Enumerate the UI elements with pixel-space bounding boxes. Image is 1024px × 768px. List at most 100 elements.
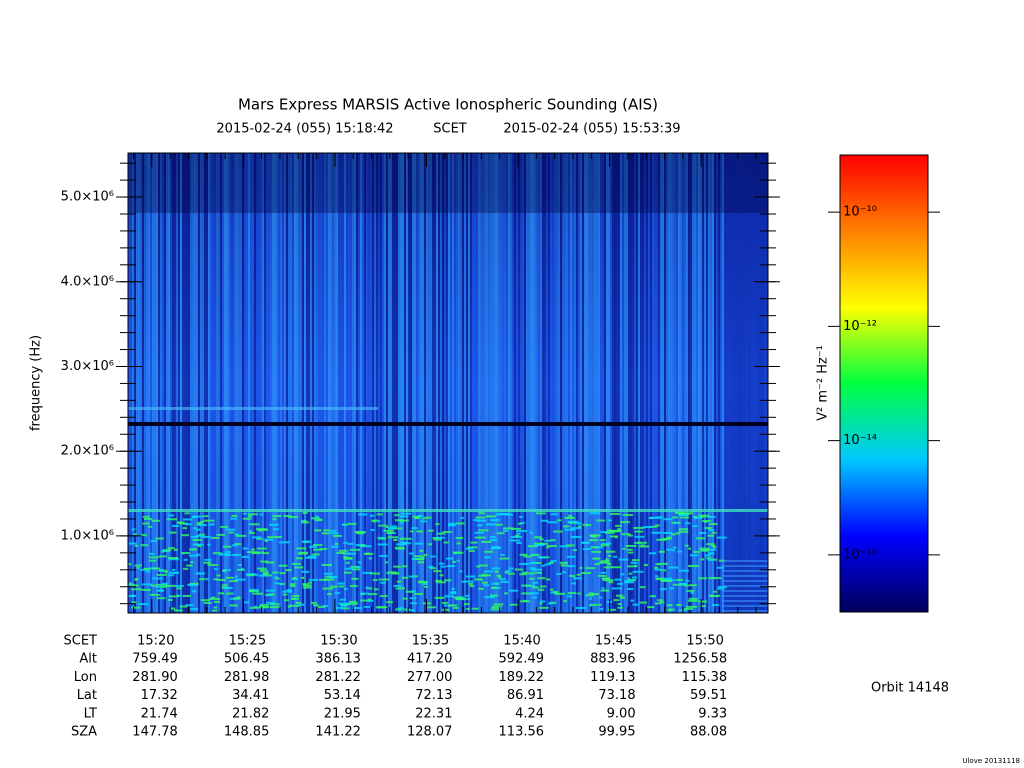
spectrogram-texture	[260, 560, 269, 563]
spectrogram-texture	[612, 555, 618, 558]
ephemeris-value: 21.95	[324, 706, 361, 721]
spectrogram-texture	[634, 530, 644, 533]
spectrogram-texture	[439, 574, 444, 577]
spectrogram-texture	[365, 586, 369, 589]
spectrogram-texture	[232, 153, 234, 613]
spectrogram-texture	[693, 517, 703, 520]
spectrogram-texture	[497, 576, 502, 579]
spectrogram-texture	[386, 601, 393, 604]
spectrogram-texture	[496, 153, 498, 613]
spectrogram-texture	[690, 153, 692, 613]
spectrogram-texture	[435, 536, 445, 539]
spectrogram-texture	[637, 541, 647, 544]
spectrogram-texture	[397, 607, 404, 610]
spectrogram-texture	[414, 542, 424, 545]
spectrogram-texture	[628, 551, 634, 554]
spectrogram-texture	[556, 153, 558, 613]
spectrogram-texture	[534, 571, 541, 574]
spectrogram-texture	[412, 575, 418, 578]
spectrogram-texture	[184, 512, 190, 515]
spectrogram-texture	[520, 522, 525, 525]
spectrogram-texture	[468, 550, 475, 553]
spectrogram-texture	[192, 527, 198, 530]
spectrogram-texture	[671, 549, 676, 552]
spectrogram-texture	[314, 529, 322, 532]
spectrogram-texture	[746, 153, 748, 613]
spectrogram-texture	[498, 153, 500, 613]
spectrogram-texture	[713, 577, 722, 580]
spectrogram-texture	[455, 536, 464, 539]
spectrogram-texture	[550, 513, 558, 516]
spectrogram-texture	[158, 153, 160, 613]
spectrogram-texture	[698, 532, 707, 535]
spectrogram-texture	[490, 547, 494, 550]
spectrogram-texture	[225, 528, 236, 531]
spectrogram-texture	[503, 527, 514, 530]
x-tick-label: 15:45	[595, 634, 632, 649]
spectrogram-texture	[366, 599, 374, 602]
spectrogram-texture	[562, 153, 564, 613]
spectrogram-texture	[178, 153, 180, 613]
spectrogram-texture	[446, 153, 448, 613]
spectrogram-texture	[273, 576, 278, 579]
spectrogram-texture	[299, 603, 305, 606]
spectrogram-texture	[462, 153, 464, 613]
spectrogram-texture	[338, 153, 340, 613]
spectrogram-texture	[274, 153, 276, 613]
spectrogram-texture	[140, 544, 149, 547]
spectrogram-texture	[312, 153, 314, 613]
spectrogram-texture	[722, 580, 768, 582]
spectrogram-texture	[708, 577, 716, 580]
spectrogram-texture	[212, 153, 214, 613]
spectrogram-texture	[272, 571, 279, 574]
spectrogram-texture	[471, 607, 479, 610]
ephemeris-value: 88.08	[690, 725, 727, 740]
x-tick-label: 15:40	[503, 634, 540, 649]
spectrogram-texture	[196, 553, 201, 556]
spectrogram-texture	[442, 153, 444, 613]
spectrogram-texture	[607, 519, 613, 522]
spectrogram-texture	[312, 543, 323, 546]
spectrogram-texture	[526, 153, 528, 613]
spectrogram-texture	[474, 153, 476, 613]
spectrogram-texture	[657, 599, 663, 602]
spectrogram-texture	[190, 608, 198, 611]
time-system: SCET	[433, 122, 467, 137]
spectrogram-texture	[570, 527, 582, 530]
spectrogram-texture	[468, 546, 478, 549]
spectrogram-texture	[214, 568, 218, 571]
spectrogram-texture	[676, 604, 682, 607]
spectrogram-texture	[404, 153, 406, 613]
spectrogram-texture	[208, 153, 210, 613]
spectrogram-texture	[288, 153, 290, 613]
spectrogram-texture	[575, 606, 587, 609]
spectrogram-texture	[156, 583, 168, 586]
spectrogram-texture	[300, 576, 305, 579]
spectrogram-texture	[282, 590, 293, 593]
spectrogram-texture	[167, 574, 175, 577]
spectrogram-texture	[473, 519, 480, 522]
spectrogram-texture	[717, 587, 725, 590]
spectrogram-texture	[432, 153, 434, 613]
spectrogram-texture	[460, 153, 462, 613]
spectrogram-texture	[633, 526, 645, 529]
ephemeris-value: 148.85	[224, 725, 270, 740]
spectrogram-texture	[395, 543, 407, 546]
spectrogram-texture	[176, 587, 182, 590]
spectrogram-texture	[694, 153, 696, 613]
spectrogram-texture	[624, 153, 626, 613]
spectrogram-texture	[180, 153, 182, 613]
spectrogram-texture	[666, 548, 673, 551]
spectrogram-texture	[532, 581, 539, 584]
spectrogram-texture	[387, 571, 397, 574]
spectrogram-texture	[198, 153, 200, 613]
spectrogram-texture	[646, 153, 648, 613]
spectrogram-texture	[427, 529, 434, 532]
spectrogram-texture	[614, 153, 616, 613]
spectrogram-texture	[314, 153, 316, 613]
spectrogram-texture	[192, 515, 203, 518]
spectrogram-texture	[181, 552, 191, 555]
spectrogram-texture	[352, 568, 361, 571]
spectrogram-texture	[722, 575, 768, 577]
spectrogram-texture	[494, 153, 496, 613]
